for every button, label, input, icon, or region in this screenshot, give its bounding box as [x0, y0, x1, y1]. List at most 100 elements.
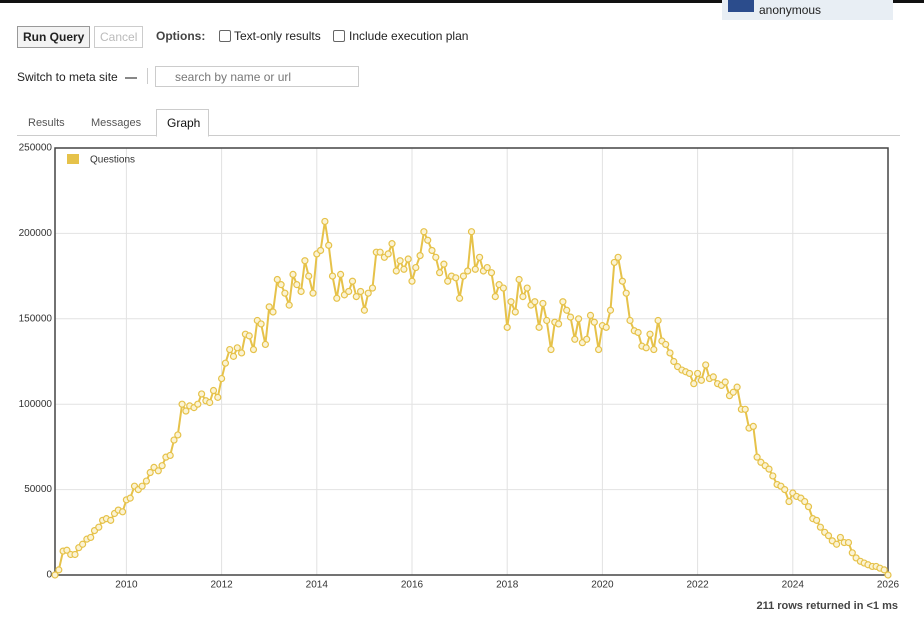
checkbox[interactable]	[333, 30, 345, 42]
point	[305, 272, 313, 280]
chart: 0 50000 100000 150000 200000 250000 2010 2012 20…	[19, 143, 900, 591]
point	[194, 400, 202, 408]
point	[360, 306, 368, 314]
status: 211 rows returned in <1 ms	[756, 600, 898, 612]
point	[309, 289, 317, 297]
tab[interactable]: Results	[28, 117, 65, 129]
active-tab[interactable]: Graph	[156, 109, 209, 137]
point	[836, 533, 845, 542]
point	[662, 340, 670, 349]
y-tick-label: 0	[46, 570, 52, 581]
point	[709, 373, 717, 381]
point	[345, 287, 353, 296]
point	[543, 316, 551, 325]
point	[781, 486, 789, 494]
checkbox[interactable]	[219, 30, 231, 42]
x-tick-label: 2014	[306, 580, 329, 591]
point	[396, 257, 404, 265]
point	[690, 380, 698, 388]
option-label: Include execution plan	[349, 29, 469, 43]
point	[590, 318, 598, 326]
point	[583, 335, 591, 343]
point	[511, 308, 519, 316]
point	[432, 253, 440, 261]
point	[753, 453, 761, 461]
point	[471, 265, 479, 273]
point	[237, 349, 246, 357]
meta-icon[interactable]	[125, 67, 137, 79]
point	[269, 308, 277, 316]
run-button[interactable]: Run Query	[17, 26, 91, 48]
point	[138, 482, 146, 490]
point	[503, 323, 511, 331]
point	[297, 287, 305, 296]
point	[634, 328, 642, 337]
y-tick-label: 100000	[19, 399, 53, 410]
point	[547, 345, 555, 354]
point	[420, 228, 428, 236]
point	[666, 349, 674, 357]
point	[416, 252, 424, 260]
point	[824, 532, 833, 540]
user-box[interactable]: anonymous	[722, 0, 893, 20]
point	[209, 386, 218, 395]
point	[602, 323, 610, 331]
point	[118, 508, 127, 516]
point	[273, 275, 281, 284]
point	[769, 472, 777, 480]
x-tick-label: 2012	[210, 580, 233, 591]
point	[107, 516, 115, 524]
point	[289, 270, 297, 278]
tab[interactable]: Messages	[91, 117, 142, 129]
point	[265, 303, 273, 311]
point	[412, 263, 420, 272]
point	[182, 407, 190, 415]
option-label: Text-only results	[234, 29, 321, 43]
point	[206, 398, 214, 407]
y-tick-label: 150000	[19, 313, 53, 324]
point	[459, 272, 468, 280]
switch-meta-label: Switch to meta site	[17, 70, 118, 84]
point	[452, 274, 460, 282]
point	[566, 313, 575, 321]
point	[166, 451, 174, 460]
point	[392, 267, 400, 275]
point	[515, 275, 523, 284]
cancel-button[interactable]: Cancel	[94, 26, 144, 48]
x-tick-label: 2026	[877, 580, 900, 591]
point	[586, 311, 595, 319]
point	[261, 340, 269, 349]
point	[428, 246, 436, 255]
x-tick-label: 2016	[401, 580, 424, 591]
plot-frame	[54, 147, 889, 576]
x-tick-label: 2018	[496, 580, 519, 591]
point	[198, 390, 206, 398]
point	[880, 566, 888, 574]
point	[539, 299, 547, 308]
point	[491, 292, 499, 301]
point	[436, 269, 444, 277]
user-name: anonymous	[759, 3, 822, 17]
point	[563, 306, 571, 314]
legend-label: Questions	[90, 155, 135, 166]
separator	[147, 68, 148, 84]
search-input[interactable]: search by name or url	[155, 66, 359, 87]
point	[301, 257, 309, 265]
point	[277, 281, 285, 289]
point	[832, 540, 841, 548]
point	[741, 405, 749, 413]
point	[285, 301, 293, 309]
point	[376, 248, 384, 256]
point	[574, 315, 583, 323]
point	[721, 378, 729, 386]
point	[749, 422, 757, 431]
options-label: Options:	[156, 29, 206, 43]
point	[281, 289, 289, 297]
avatar	[728, 0, 754, 12]
point	[51, 571, 59, 579]
point	[79, 540, 87, 548]
y-tick-label: 200000	[19, 228, 53, 239]
point	[142, 477, 150, 485]
point	[654, 316, 662, 325]
point	[733, 383, 741, 391]
